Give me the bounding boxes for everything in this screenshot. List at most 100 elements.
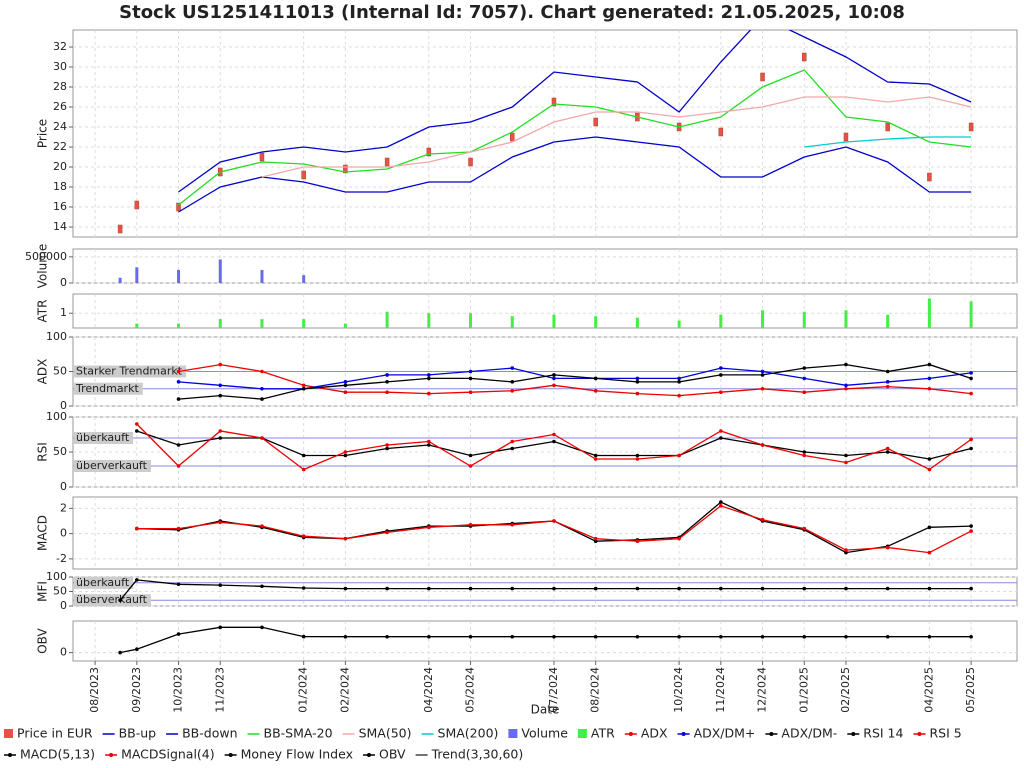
series-dot [510,634,515,639]
x-tick-label: 01/2025 [797,667,810,713]
series-dot [635,391,640,396]
series-dot [760,443,765,447]
bar [635,317,639,328]
legend-item: SMA(200) [421,726,498,741]
series-dot [118,650,122,655]
series-dot [176,464,181,468]
series-dot [677,536,681,541]
series-dot [118,598,122,602]
legend-label: BB-SMA-20 [264,726,333,741]
bar [177,269,181,283]
series-dot [802,390,807,395]
series-dot [927,586,932,591]
x-tick-label: 05/2024 [464,667,477,713]
legend-swatch [577,729,587,738]
series-dot [510,389,515,393]
series-dot [593,586,598,591]
bar [927,298,931,328]
series-dot [844,634,848,639]
legend-dot [109,753,114,757]
plot-area [72,620,1018,662]
legend-swatch [508,729,518,738]
legend-dot [628,732,633,736]
series-line [178,363,972,397]
legend-item: MACD(5,13) [4,747,95,762]
series-dot [343,536,348,541]
series-dot [385,443,389,447]
series-group [135,422,973,472]
reference-label: überverkauft [76,593,148,606]
y-tick-label: 0 [60,276,67,289]
price-mark [551,97,557,107]
legend-dot [917,732,922,736]
series-dot [885,380,890,384]
reference-label-bg [74,365,187,378]
series-dot [593,536,598,541]
plot-area [72,496,1018,570]
bar [886,314,890,328]
legend-label: SMA(50) [359,726,412,741]
legend-item: Money Flow Index [224,747,353,762]
series-dot [885,586,890,591]
series-dot [760,373,765,377]
legend-label: ADX/DM- [781,726,837,741]
price-mark [134,200,140,210]
series-dot [677,453,681,458]
plot-area [72,576,1018,607]
reference-label-bg [74,382,143,395]
reference-label-bg [74,432,134,444]
bar [552,314,556,328]
price-mark [510,132,515,142]
legend-item: ATR [577,726,615,741]
series-dot [802,376,807,381]
series-dot [802,366,807,370]
series-dot [301,534,306,538]
series-dot [635,453,640,458]
series-dot [844,453,848,458]
series-group [135,500,973,555]
series-dot [385,390,389,395]
series-dot [343,390,348,395]
series-dot [176,369,181,374]
x-tick-label: 01/2024 [297,667,310,713]
series-dot [969,524,973,528]
y-tick-label: 32 [53,40,67,53]
legend-label: RSI 5 [929,726,961,741]
price-mark [259,152,265,162]
series-dot [552,439,556,444]
price-mark [885,122,890,132]
series-dot [468,634,473,639]
series-dot [927,362,932,367]
series-dot [635,380,640,384]
series-dot [427,391,431,396]
series-dot [301,383,306,388]
series-dot [552,373,556,377]
series-dot [260,584,264,589]
series-dot [927,376,932,381]
series-dot [802,450,807,454]
y-tick-label: 0 [60,599,67,612]
series-dot [301,453,306,458]
series-dot [385,634,389,639]
x-tick-label: 10/2024 [672,667,685,713]
series-dot [343,453,348,458]
series-dot [427,373,431,377]
bar [135,267,139,283]
x-tick-label: 08/2024 [589,667,602,713]
plot-area [72,248,1018,284]
series-dot [927,457,932,461]
x-tick-label: 08/2023 [88,667,101,713]
legend-label: Volume [521,726,568,741]
series-dot [301,634,306,639]
series-dot [260,397,264,401]
legend-item: ADX [624,726,668,741]
bar [385,311,389,328]
x-tick-label: 02/2025 [839,667,852,713]
price-mark [802,52,807,62]
series-dot [468,586,473,591]
series-dot [468,453,473,458]
price-mark [927,172,932,182]
series-dot [468,376,473,381]
series-dot [719,366,723,370]
